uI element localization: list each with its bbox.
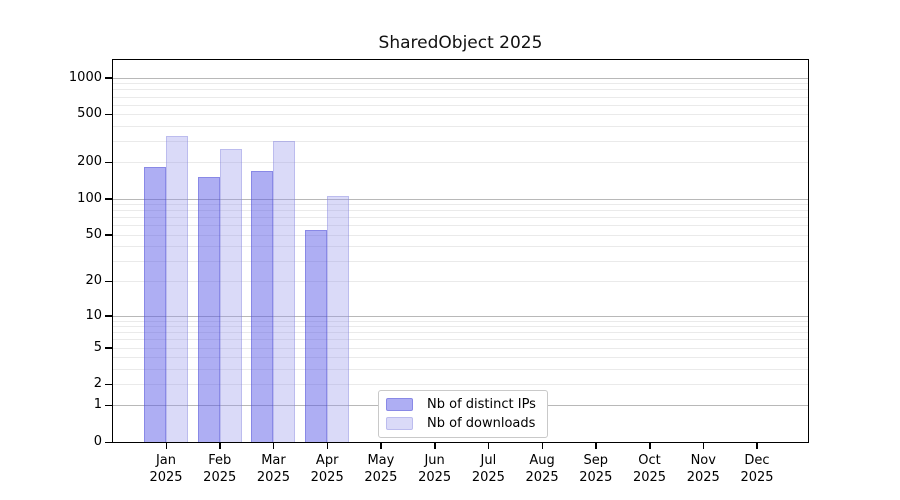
x-tick-mark xyxy=(487,443,490,449)
x-tick-label: Mar 2025 xyxy=(256,453,290,485)
y-tick-mark xyxy=(105,404,113,407)
y-tick-mark xyxy=(105,315,113,317)
y-tick-mark xyxy=(105,234,113,236)
y-tick-label: 1 xyxy=(93,397,102,413)
gridline-major xyxy=(113,77,808,79)
gridline-minor xyxy=(113,326,808,328)
gridline-minor xyxy=(113,281,808,283)
y-tick-mark xyxy=(105,441,113,443)
x-tick-mark xyxy=(272,443,275,449)
legend: Nb of distinct IPs Nb of downloads xyxy=(378,390,548,438)
gridline-minor xyxy=(113,339,808,341)
y-tick-label: 0 xyxy=(93,434,102,449)
y-tick-label: 2 xyxy=(93,376,102,392)
y-tick-label: 200 xyxy=(77,154,102,170)
x-tick-label: Feb 2025 xyxy=(203,453,237,485)
gridline-minor xyxy=(113,89,808,91)
bar-distinct-ips xyxy=(305,229,328,442)
x-tick-label: Jul 2025 xyxy=(471,453,505,485)
gridline-minor xyxy=(113,347,808,349)
gridline-minor xyxy=(113,125,808,127)
x-tick-mark xyxy=(702,443,705,449)
y-tick-mark xyxy=(105,347,113,349)
gridline-minor xyxy=(113,320,808,322)
x-tick-label: Jun 2025 xyxy=(418,453,452,485)
gridline-minor xyxy=(113,332,808,334)
x-tick-label: Oct 2025 xyxy=(632,453,667,485)
gridline-major xyxy=(113,198,808,200)
gridline-minor xyxy=(113,162,808,164)
y-tick-label: 20 xyxy=(85,273,102,289)
x-tick-mark xyxy=(326,443,329,449)
y-tick-mark xyxy=(105,113,113,116)
gridline-minor xyxy=(113,225,808,227)
legend-swatch-downloads xyxy=(386,417,413,430)
gridline-minor xyxy=(113,114,808,116)
x-tick-mark xyxy=(649,443,651,449)
y-tick-label: 500 xyxy=(77,106,102,122)
x-tick-mark xyxy=(541,443,544,449)
y-tick-label: 50 xyxy=(85,226,102,242)
x-tick-mark xyxy=(756,443,758,449)
gridline-minor xyxy=(113,96,808,98)
x-tick-label: Apr 2025 xyxy=(310,453,344,485)
gridline-minor xyxy=(113,217,808,219)
x-tick-label: Dec 2025 xyxy=(740,453,774,485)
x-tick-mark xyxy=(165,443,167,449)
x-tick-mark xyxy=(380,443,382,449)
bar-distinct-ips xyxy=(144,167,166,442)
x-tick-mark xyxy=(595,443,597,449)
x-tick-mark xyxy=(219,443,221,449)
x-tick-label: May 2025 xyxy=(364,453,398,485)
bar-downloads xyxy=(219,148,242,442)
legend-item-downloads: Nb of downloads xyxy=(386,416,536,431)
gridline-minor xyxy=(113,234,808,236)
x-tick-label: Nov 2025 xyxy=(686,453,720,485)
gridline-minor xyxy=(113,357,808,359)
gridline-minor xyxy=(113,368,808,370)
legend-item-distinct-ips: Nb of distinct IPs xyxy=(386,397,536,412)
bar-distinct-ips xyxy=(197,176,220,442)
legend-swatch-distinct-ips xyxy=(386,398,413,411)
x-tick-label: Sep 2025 xyxy=(579,453,613,485)
gridline-minor xyxy=(113,204,808,206)
legend-label-downloads: Nb of downloads xyxy=(427,416,536,431)
y-tick-label: 100 xyxy=(77,190,102,206)
legend-label-distinct-ips: Nb of distinct IPs xyxy=(427,397,536,412)
gridline-minor xyxy=(113,83,808,85)
gridline-minor xyxy=(113,210,808,212)
plot-area xyxy=(113,60,808,442)
gridline-minor xyxy=(113,104,808,106)
y-tick-mark xyxy=(105,198,113,200)
gridline-minor xyxy=(113,260,808,262)
chart-title: SharedObject 2025 xyxy=(378,33,543,53)
gridline-minor xyxy=(113,141,808,143)
y-tick-label: 10 xyxy=(85,307,102,323)
y-tick-label: 1000 xyxy=(68,69,102,85)
bar-downloads xyxy=(327,195,350,442)
bar-downloads xyxy=(273,141,296,442)
bar-downloads xyxy=(166,136,188,442)
y-tick-label: 5 xyxy=(93,339,102,355)
y-tick-mark xyxy=(105,77,113,79)
x-tick-label: Aug 2025 xyxy=(525,453,559,485)
y-tick-mark xyxy=(105,383,113,386)
gridline-minor xyxy=(113,384,808,386)
bar-distinct-ips xyxy=(251,171,274,442)
gridline-minor xyxy=(113,246,808,248)
x-tick-mark xyxy=(434,443,436,449)
y-tick-mark xyxy=(105,161,113,164)
x-tick-label: Jan 2025 xyxy=(149,453,183,485)
y-tick-mark xyxy=(105,280,113,283)
gridline-major xyxy=(113,315,808,317)
